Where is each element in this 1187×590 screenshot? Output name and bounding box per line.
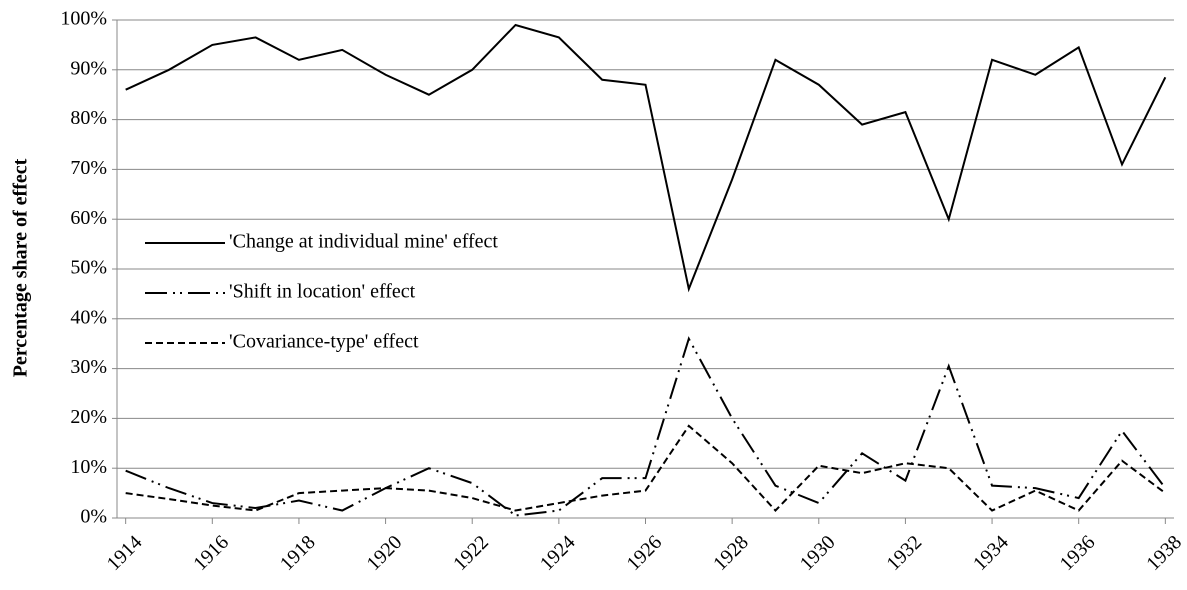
x-tick-label: 1924	[536, 531, 580, 575]
legend-label: 'Change at individual mine' effect	[229, 231, 498, 253]
x-tick-label: 1932	[882, 531, 926, 575]
x-tick-label: 1922	[449, 531, 493, 575]
y-tick-label: 40%	[70, 306, 107, 328]
x-tick-label: 1914	[103, 531, 147, 575]
y-tick-label: 10%	[70, 456, 107, 478]
y-axis-label: Percentage share of effect	[10, 158, 32, 377]
y-tick-label: 30%	[70, 356, 107, 378]
x-tick-label: 1916	[189, 531, 233, 575]
x-tick-label: 1934	[969, 531, 1013, 575]
y-tick-label: 70%	[70, 157, 107, 179]
y-tick-label: 20%	[70, 406, 107, 428]
y-tick-label: 60%	[70, 207, 107, 229]
y-tick-label: 80%	[70, 107, 107, 129]
y-tick-label: 50%	[70, 257, 107, 279]
x-tick-label: 1938	[1142, 531, 1186, 575]
x-tick-label: 1936	[1056, 531, 1100, 575]
y-tick-label: 100%	[60, 8, 107, 30]
series-line	[125, 424, 1166, 512]
x-tick-label: 1928	[709, 531, 753, 575]
y-tick-label: 90%	[70, 57, 107, 79]
legend-label: 'Shift in location' effect	[229, 281, 416, 303]
x-tick-label: 1920	[363, 531, 407, 575]
series-line	[125, 336, 1167, 517]
x-tick-label: 1918	[276, 531, 320, 575]
x-tick-label: 1926	[622, 531, 666, 575]
y-tick-label: 0%	[80, 506, 107, 528]
series-line	[125, 23, 1167, 293]
x-tick-label: 1930	[796, 531, 840, 575]
legend-label: 'Covariance-type' effect	[229, 331, 419, 353]
